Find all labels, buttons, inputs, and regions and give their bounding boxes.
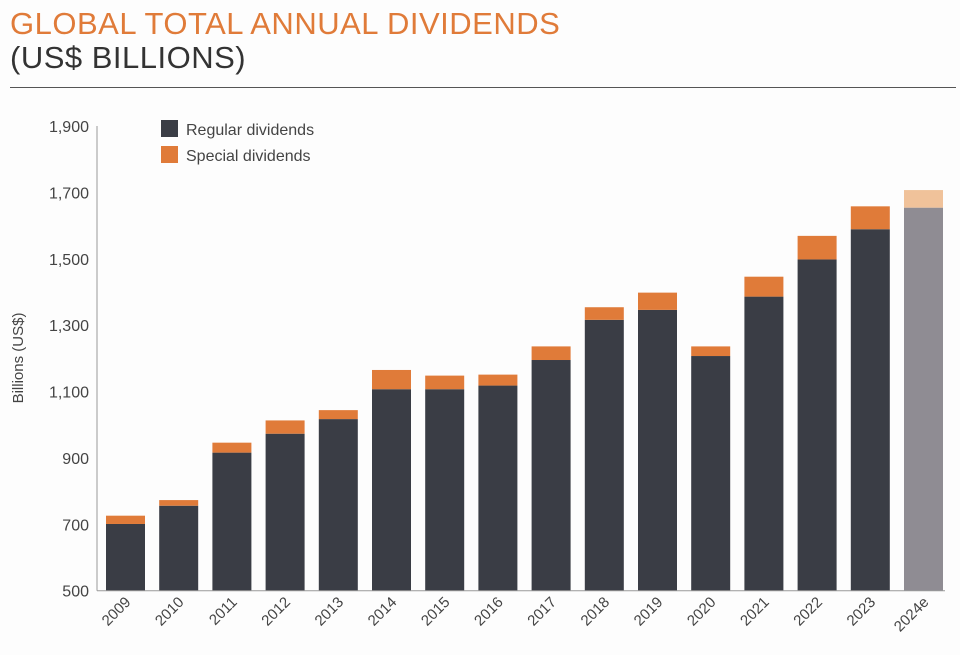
x-tick-label: 2011 (206, 594, 241, 629)
bar-regular-2020 (691, 356, 731, 591)
bar-regular-2017 (531, 360, 571, 591)
bar-special-2021 (744, 276, 784, 297)
bar-special-2019 (638, 292, 677, 310)
bar-regular-2018 (584, 319, 624, 591)
x-tick-label: 2015 (418, 594, 454, 630)
x-tick-label: 2009 (99, 594, 135, 630)
bar-regular-2021 (744, 296, 784, 591)
bar-special-2016 (478, 374, 518, 386)
bar-special-2018 (584, 307, 624, 320)
x-tick-label: 2021 (737, 594, 773, 630)
bar-special-2009 (106, 515, 145, 524)
bar-regular-2009 (106, 523, 145, 591)
bar-special-2023 (850, 206, 890, 230)
bar-special-2011 (212, 442, 252, 453)
bar-special-2020 (691, 346, 731, 357)
title-divider (10, 87, 956, 88)
x-tick-label: 2014 (365, 594, 401, 630)
x-tick-label: 2012 (258, 594, 294, 630)
bar-regular-2010 (159, 505, 199, 591)
y-tick-label: 1,900 (49, 119, 89, 136)
x-tick-label: 2024e (891, 594, 933, 636)
bar-regular-2015 (425, 389, 465, 591)
y-tick-label: 900 (62, 451, 89, 468)
bar-regular-2016 (478, 385, 518, 591)
chart-title: GLOBAL TOTAL ANNUAL DIVIDENDS (10, 6, 561, 41)
chart-subtitle: (US$ BILLIONS) (10, 40, 247, 75)
y-tick-label: 1,500 (49, 252, 89, 269)
bar-special-2014 (372, 369, 411, 390)
y-tick-label: 1,700 (49, 185, 89, 202)
x-tick-label: 2016 (471, 594, 507, 630)
bar-regular-2013 (318, 419, 358, 591)
x-tick-label: 2022 (790, 594, 826, 630)
legend-swatch-regular (161, 120, 178, 137)
bar-special-2022 (797, 235, 837, 260)
y-axis: 500 700 900 1,100 1,300 1,500 1,700 1,900 (49, 119, 98, 601)
bar-special-2012 (265, 420, 305, 434)
bar-special-2017 (531, 346, 571, 361)
x-tick-label: 2018 (578, 594, 614, 630)
bar-special-2024e (904, 190, 943, 208)
legend: Regular dividends Special dividends (161, 120, 314, 165)
y-tick-label: 500 (62, 584, 89, 601)
x-tick-label: 2023 (844, 594, 880, 630)
bars (106, 190, 943, 591)
x-tick-label: 2019 (631, 594, 667, 630)
legend-swatch-special (161, 146, 178, 163)
y-tick-label: 700 (62, 517, 89, 534)
bar-regular-2012 (265, 433, 305, 591)
x-tick-label: 2020 (684, 594, 720, 630)
bar-special-2010 (159, 500, 199, 506)
bar-regular-2014 (372, 389, 411, 591)
bar-regular-2024e (904, 207, 943, 591)
y-tick-label: 1,100 (49, 385, 89, 402)
bar-regular-2019 (638, 309, 677, 591)
bar-regular-2011 (212, 452, 252, 591)
bar-regular-2022 (797, 259, 837, 591)
bar-special-2015 (425, 375, 465, 390)
bar-regular-2023 (850, 229, 890, 591)
legend-label-special: Special dividends (186, 148, 311, 165)
bar-special-2013 (318, 410, 358, 420)
x-tick-label: 2017 (524, 594, 560, 630)
x-tick-label: 2013 (312, 594, 348, 630)
x-axis: 2009 2010 2011 2012 2013 2014 2015 2016 2017 2018… (97, 590, 945, 636)
y-tick-label: 1,300 (49, 318, 89, 335)
legend-label-regular: Regular dividends (186, 122, 314, 139)
y-axis-label: Billions (US$) (10, 313, 27, 404)
x-tick-label: 2010 (152, 594, 188, 630)
